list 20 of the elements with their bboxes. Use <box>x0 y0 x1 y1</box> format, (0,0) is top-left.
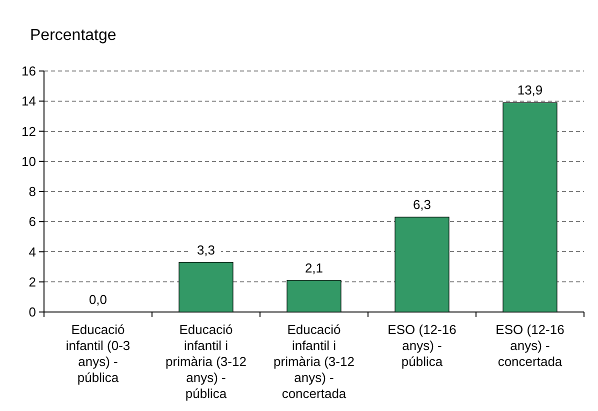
data-label: 2,1 <box>304 260 324 276</box>
y-tick-label: 2 <box>28 274 36 290</box>
y-tick-label: 6 <box>28 214 36 230</box>
x-tick-label: Educació infantil (0-3 anys) - pública <box>66 322 130 385</box>
y-tick-label: 8 <box>28 184 36 200</box>
y-tick-label: 0 <box>28 304 36 320</box>
data-label: 0,0 <box>88 292 108 307</box>
y-tick-label: 4 <box>28 244 36 260</box>
y-tick-label: 16 <box>22 64 36 79</box>
chart-title: Percentatge <box>30 27 116 44</box>
y-tick-label: 14 <box>22 94 36 109</box>
x-tick-label: Educació infantil i primària (3-12 anys) - concertada <box>274 322 354 401</box>
x-tick-label: Educació infantil i primària (3-12 anys) - pública <box>166 322 246 401</box>
x-tick-label: ESO (12-16 anys) - concertada <box>496 322 564 369</box>
data-label: 13,9 <box>517 82 543 98</box>
data-label: 3,3 <box>196 242 216 258</box>
data-label: 6,3 <box>412 197 432 212</box>
x-tick-label: ESO (12-16 anys) - pública <box>388 322 456 369</box>
y-tick-label: 10 <box>22 154 36 169</box>
y-tick-label: 12 <box>22 124 36 139</box>
